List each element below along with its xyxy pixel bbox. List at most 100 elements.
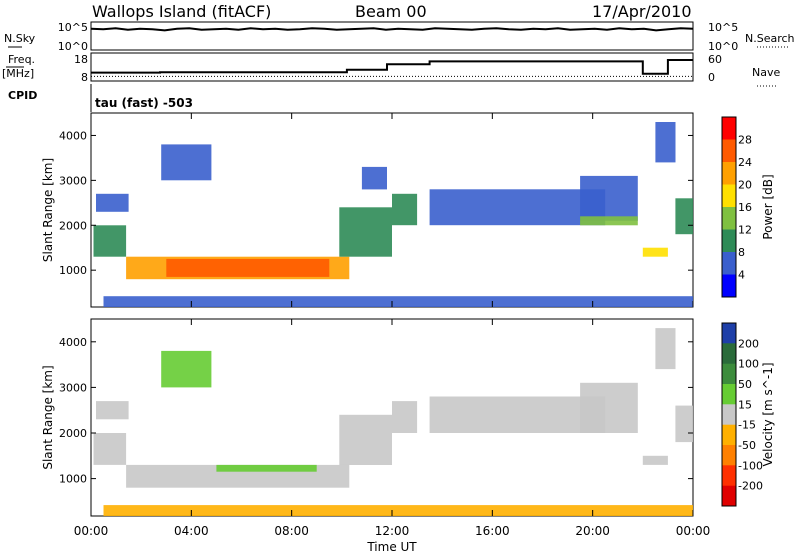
colorbar-tick-label: 15 [738, 398, 752, 411]
colorbar-tick-label: -15 [738, 419, 756, 432]
colorbar-tick-label: 12 [738, 224, 752, 237]
freq-tick-top-left: 18 [74, 53, 88, 66]
colorbar-swatch [722, 424, 736, 446]
colorbar-swatch [722, 445, 736, 466]
x-tick-label: 08:00 [274, 524, 309, 538]
colorbar-swatch [722, 139, 736, 163]
nave-tick-bottom: 0 [708, 71, 715, 84]
colorbar-tick-label: 100 [738, 358, 759, 371]
date-title: 17/Apr/2010 [592, 2, 692, 21]
heatmap-cell [429, 189, 606, 226]
sky-noise-line [90, 27, 694, 32]
station-title: Wallops Island (fitACF) [92, 2, 271, 21]
heatmap-cell [103, 505, 693, 516]
colorbar-swatch [722, 117, 736, 140]
noise-tick-bottom-right: 10^0 [708, 40, 738, 53]
colorbar-tick-label: 50 [738, 378, 752, 391]
colorbar-swatch [722, 274, 736, 298]
heatmap-cell [392, 401, 418, 433]
colorbar-label: Velocity [m s^-1] [761, 362, 775, 466]
heatmap-cell [166, 258, 330, 277]
colorbar-swatch [722, 384, 736, 405]
heatmap-cell [655, 122, 676, 163]
heatmap-cell [96, 193, 129, 212]
colorbar-swatch [722, 229, 736, 253]
heatmap-cell [580, 382, 638, 433]
colorbar-tick-label: -100 [738, 459, 763, 472]
colorbar-tick-label: 24 [738, 156, 752, 169]
y-tick-label: 1000 [59, 264, 87, 277]
colorbar-tick-label: 28 [738, 134, 752, 147]
y-axis-label: Slant Range [km] [41, 158, 55, 262]
heatmap-cell [161, 144, 212, 181]
heatmap-cell [339, 207, 392, 257]
y-tick-label: 4000 [59, 336, 87, 349]
colorbar-tick-label: 20 [738, 179, 752, 192]
colorbar-frame [721, 322, 737, 507]
y-tick-label: 3000 [59, 174, 87, 187]
heatmap-cell [642, 247, 668, 257]
freq-line [91, 59, 693, 75]
colorbar-swatch [722, 252, 736, 275]
heatmap-cell [216, 464, 317, 472]
heatmap-cell [675, 405, 693, 443]
y-tick-label: 3000 [59, 381, 87, 394]
colorbar-tick-label: 16 [738, 201, 752, 214]
heatmap-cell [93, 433, 127, 465]
colorbar-swatch [722, 184, 736, 208]
x-tick-label: 00:00 [676, 524, 711, 538]
colorbar-swatch [722, 363, 736, 385]
nave-tick-top: 60 [708, 53, 722, 66]
cpid-text: tau (fast) -503 [95, 96, 193, 110]
heatmap-cell [161, 350, 212, 388]
freq-left-label: Freq. [8, 53, 35, 66]
x-tick-label: 16:00 [475, 524, 510, 538]
y-tick-label: 2000 [59, 427, 87, 440]
colorbar-swatch [722, 465, 736, 487]
x-tick-label: 04:00 [174, 524, 209, 538]
heatmap-cell [655, 328, 676, 370]
colorbar-swatch [722, 485, 736, 507]
beam-title: Beam 00 [355, 2, 427, 21]
noise-tick-bottom-left: 10^0 [58, 40, 88, 53]
nave-label: Nave [752, 66, 780, 79]
colorbar-frame [721, 116, 737, 298]
heatmap-cell [392, 193, 418, 226]
x-tick-label: 00:00 [74, 524, 109, 538]
velocity-panel: 1000 2000 3000 4000 Slant Range [km] 200 100 50… [41, 318, 775, 517]
heatmap-cell [429, 396, 606, 433]
cpid-label: CPID [8, 89, 37, 102]
y-tick-label: 1000 [59, 473, 87, 486]
y-tick-label: 4000 [59, 129, 87, 142]
noise-left-label: N.Sky [4, 32, 36, 45]
colorbar-tick-label: 4 [738, 269, 745, 282]
colorbar-swatch [722, 207, 736, 230]
colorbar-swatch [722, 343, 736, 365]
heatmap-cell [580, 216, 638, 226]
y-tick-label: 2000 [59, 219, 87, 232]
colorbar-swatch [722, 404, 736, 426]
colorbar-tick-label: -50 [738, 439, 756, 452]
x-tick-label: 20:00 [575, 524, 610, 538]
noise-panel: N.Sky N.Search 10^5 10^0 10^5 10^0 [4, 21, 795, 53]
heatmap-cell [642, 455, 668, 465]
power-panel: 1000 2000 3000 4000 Slant Range [km] 28 24 20 16… [41, 112, 775, 308]
x-axis-label: Time UT [366, 540, 417, 554]
noise-right-label: N.Search [745, 32, 795, 45]
time-axis: 00:00 04:00 08:00 12:00 16:00 20:00 00:00 Time … [74, 524, 711, 554]
heatmap-cell [675, 198, 693, 235]
colorbar-swatch [722, 323, 736, 344]
heatmap-cell [103, 296, 693, 307]
colorbar-label: Power [dB] [761, 174, 775, 239]
freq-panel: Freq. [MHz] 18 8 60 0 Nave [2, 52, 780, 87]
colorbar-swatch [722, 162, 736, 185]
x-tick-label: 12:00 [375, 524, 410, 538]
noise-tick-top-right: 10^5 [708, 21, 738, 34]
y-axis-label: Slant Range [km] [41, 365, 55, 469]
colorbar-tick-label: 200 [738, 337, 759, 350]
heatmap-cell [580, 175, 638, 221]
colorbar-tick-label: 8 [738, 246, 745, 259]
heatmap-cell [339, 414, 392, 465]
heatmap-cell [93, 225, 127, 257]
